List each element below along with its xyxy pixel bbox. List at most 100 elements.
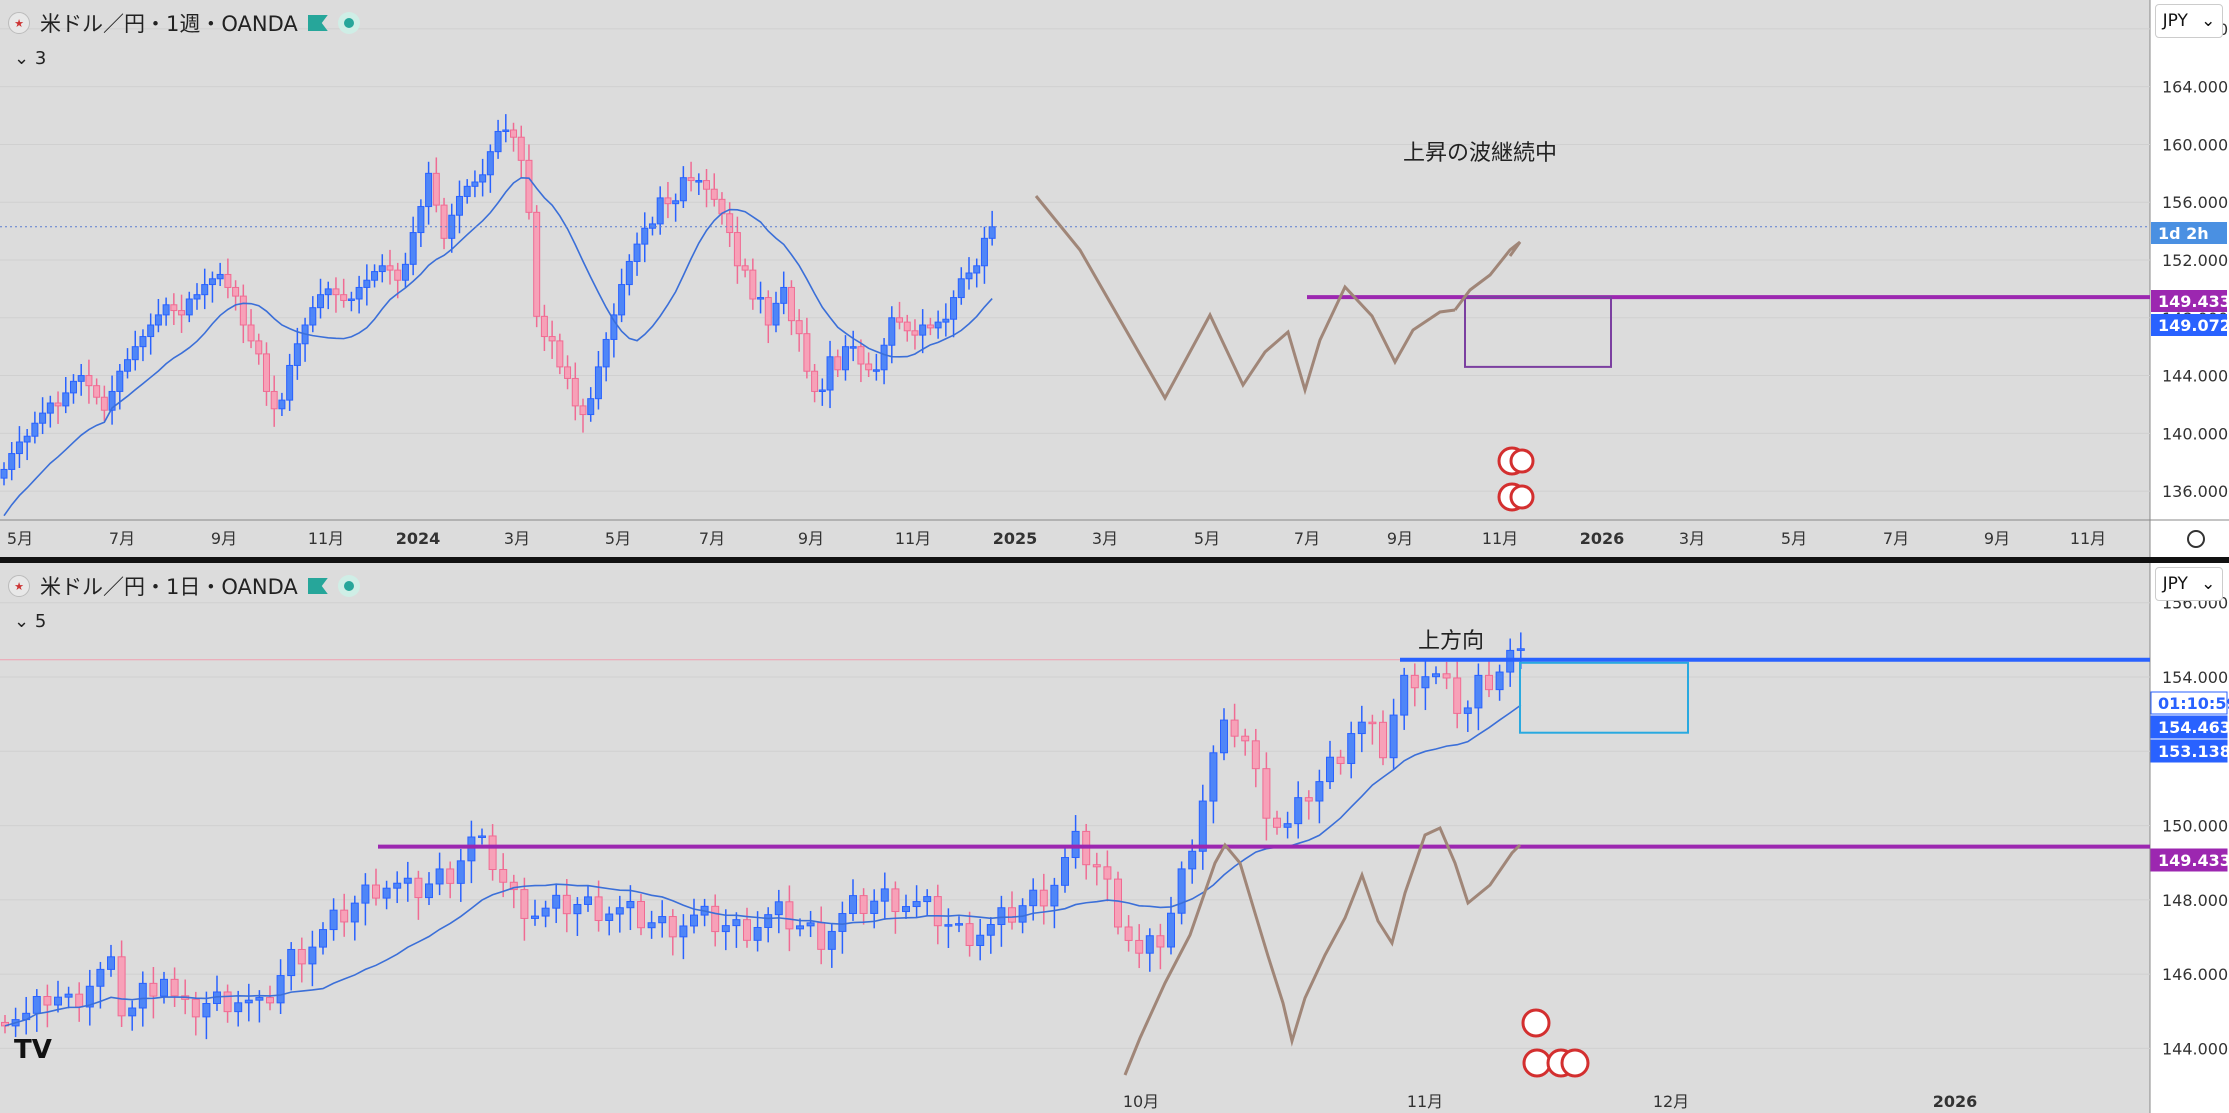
weekly-indicator-toggle[interactable]: ⌄ 3 xyxy=(14,48,47,69)
candle-body xyxy=(733,232,741,267)
daily-indicator-toggle[interactable]: ⌄ 5 xyxy=(14,611,47,632)
candle-body xyxy=(896,317,904,323)
candle-body xyxy=(1304,797,1313,802)
candle-body xyxy=(1379,721,1387,759)
candle-body xyxy=(116,370,124,392)
candle-body xyxy=(587,398,595,416)
candle-body xyxy=(394,269,402,281)
candle-body xyxy=(610,314,618,340)
price-tick-label: 136.000 xyxy=(2162,482,2228,501)
candle-body xyxy=(1167,912,1175,948)
candle-body xyxy=(997,907,1006,926)
daily-chart-pane[interactable]: 156.000154.000152.000150.000148.000146.0… xyxy=(0,563,2229,1113)
candle-body xyxy=(62,392,70,407)
candle-body xyxy=(912,901,921,908)
candle-body xyxy=(710,188,718,200)
candle-body xyxy=(1050,884,1059,907)
market-status-icon[interactable] xyxy=(337,575,360,597)
flag-icon[interactable] xyxy=(307,15,328,31)
candle-body xyxy=(297,948,306,965)
candle-body xyxy=(332,288,340,296)
candle-body xyxy=(525,159,533,213)
candle-body xyxy=(378,265,386,273)
price-tick-label: 160.000 xyxy=(2162,135,2228,154)
candle-body xyxy=(417,206,425,234)
candle-body xyxy=(350,902,359,923)
candle-body xyxy=(865,363,873,371)
candle-body xyxy=(107,956,115,970)
daily-chart-canvas[interactable]: 156.000154.000152.000150.000148.000146.0… xyxy=(0,563,2229,1113)
candle-body xyxy=(957,278,965,299)
candle-body xyxy=(933,896,942,927)
tradingview-logo-icon[interactable]: TV xyxy=(14,1035,52,1065)
candle-body xyxy=(96,968,105,987)
time-tick-label: 11月 xyxy=(1482,529,1518,548)
candle-body xyxy=(950,297,958,320)
candle-body xyxy=(23,435,31,443)
candle-body xyxy=(371,271,379,281)
candle-body xyxy=(494,130,502,153)
candle-body xyxy=(637,900,645,929)
candle-body xyxy=(1474,674,1483,709)
weekly-currency-select[interactable]: JPY ⌄ xyxy=(2155,4,2223,38)
candle-body xyxy=(463,185,471,197)
candle-body xyxy=(1368,721,1377,725)
candle-body xyxy=(386,265,394,271)
time-tick-label: 11月 xyxy=(1407,1092,1443,1111)
candle-body xyxy=(31,422,39,437)
candle-body xyxy=(656,197,664,225)
time-tick-label: 7月 xyxy=(109,529,135,548)
candle-body xyxy=(955,923,963,926)
time-tick-label: 9月 xyxy=(211,529,237,548)
candle-body xyxy=(1442,673,1451,679)
price-tag xyxy=(2150,739,2228,763)
candle-body xyxy=(849,895,857,915)
wave-drawing xyxy=(1123,825,1522,1076)
candle-body xyxy=(355,286,363,300)
candle-body xyxy=(1410,674,1419,689)
candle-body xyxy=(594,896,603,921)
annotation-text: 上方向 xyxy=(1418,629,1484,654)
candle-body xyxy=(232,286,240,297)
candle-body xyxy=(721,925,730,933)
time-tick-label: 12月 xyxy=(1653,1092,1689,1111)
candle-body xyxy=(1283,823,1292,828)
market-status-icon[interactable] xyxy=(337,12,360,34)
candle-body xyxy=(85,375,93,387)
weekly-chart-canvas[interactable]: 168.000164.000160.000156.000152.000148.0… xyxy=(0,0,2229,557)
candle-body xyxy=(743,919,751,941)
weekly-chart-pane[interactable]: 168.000164.000160.000156.000152.000148.0… xyxy=(0,0,2229,557)
candle-body xyxy=(902,906,910,913)
candle-body xyxy=(64,993,73,998)
candle-body xyxy=(1463,707,1472,714)
candle-body xyxy=(185,298,193,316)
candle-body xyxy=(806,922,815,927)
wave-drawing xyxy=(1453,240,1522,311)
candle-body xyxy=(170,304,178,312)
price-tick-label: 144.000 xyxy=(2162,367,2228,386)
candle-body xyxy=(903,321,911,332)
weekly-chart-title: 米ドル／円・1週・OANDA xyxy=(40,12,298,36)
flag-icon[interactable] xyxy=(307,578,328,594)
candle-body xyxy=(147,324,155,338)
candle-body xyxy=(980,237,988,267)
candle-body xyxy=(193,294,201,300)
pane-divider[interactable] xyxy=(0,557,2229,563)
candle-body xyxy=(976,934,985,946)
candle-body xyxy=(432,172,440,206)
candle-body xyxy=(1516,648,1525,651)
candle-body xyxy=(703,180,711,190)
candle-body xyxy=(1156,935,1165,948)
candle-body xyxy=(191,998,200,1018)
candle-body xyxy=(633,243,641,262)
candle-body xyxy=(160,978,168,997)
candle-body xyxy=(618,284,626,316)
time-tick-label: 2026 xyxy=(1933,1092,1978,1111)
daily-currency-select[interactable]: JPY ⌄ xyxy=(2155,567,2223,601)
chevron-down-icon: ⌄ xyxy=(2201,11,2216,31)
candle-body xyxy=(626,900,635,909)
candle-body xyxy=(520,889,529,919)
candle-body xyxy=(15,441,23,455)
candle-body xyxy=(1389,714,1398,759)
candle-body xyxy=(202,1003,211,1018)
